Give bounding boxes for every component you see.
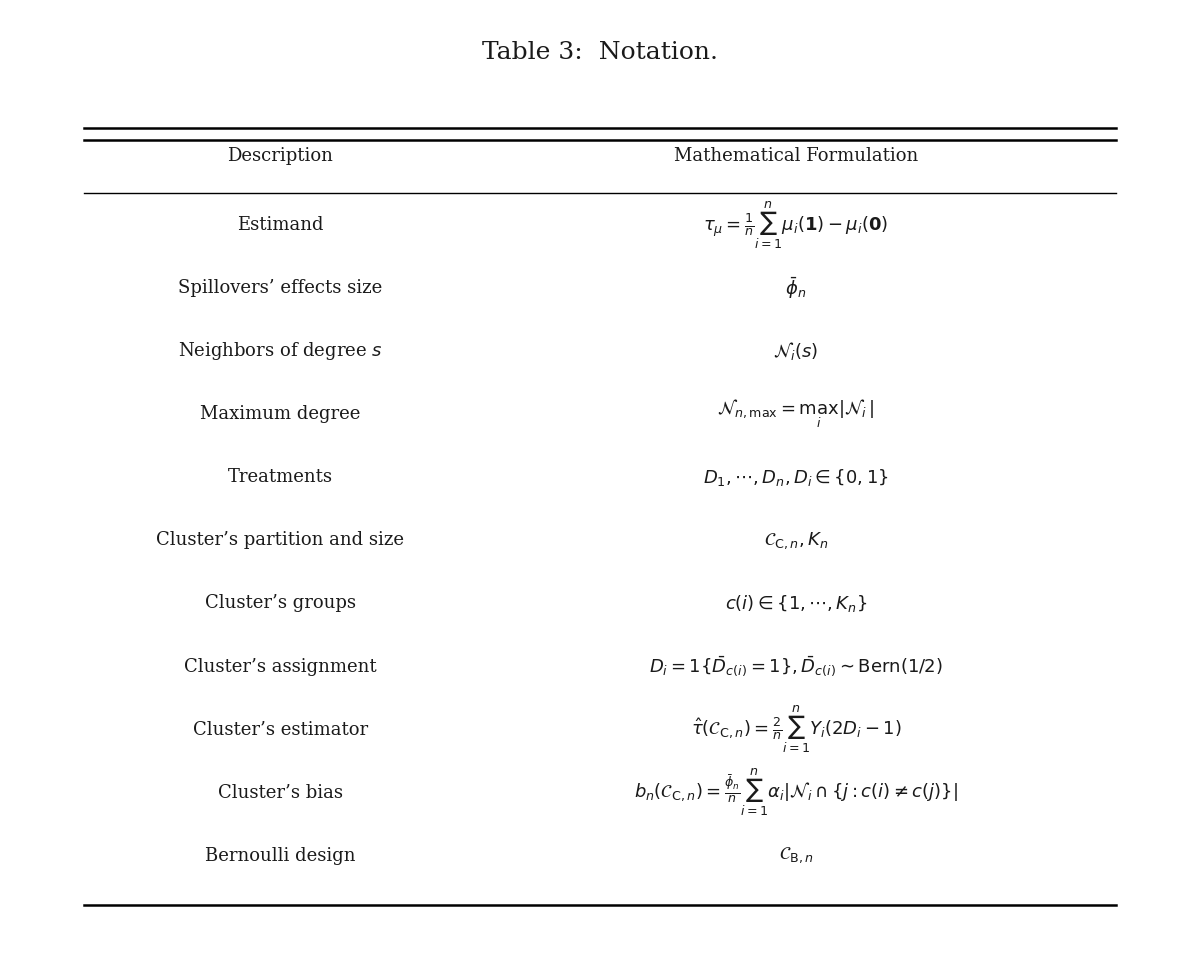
- Text: Neighbors of degree $s$: Neighbors of degree $s$: [178, 340, 383, 362]
- Text: $\mathcal{C}_{\mathrm{B},n}$: $\mathcal{C}_{\mathrm{B},n}$: [779, 845, 814, 864]
- Text: $c(i) \in \{1, \cdots, K_n\}$: $c(i) \in \{1, \cdots, K_n\}$: [725, 593, 868, 614]
- Text: $\hat{\tau}(\mathcal{C}_{\mathrm{C},n}) = \frac{2}{n}\sum_{i=1}^{n} Y_i(2D_i - 1: $\hat{\tau}(\mathcal{C}_{\mathrm{C},n}) …: [691, 703, 901, 755]
- Text: Cluster’s bias: Cluster’s bias: [217, 782, 342, 801]
- Text: $b_n(\mathcal{C}_{\mathrm{C},n}) = \frac{\bar{\phi}_n}{n}\sum_{i=1}^{n} \alpha_i: $b_n(\mathcal{C}_{\mathrm{C},n}) = \frac…: [634, 766, 958, 818]
- Text: $D_1, \cdots, D_n, D_i \in \{0,1\}$: $D_1, \cdots, D_n, D_i \in \{0,1\}$: [703, 466, 889, 487]
- Text: Cluster’s groups: Cluster’s groups: [204, 594, 355, 612]
- Text: $\bar{\phi}_n$: $\bar{\phi}_n$: [786, 275, 806, 301]
- Text: Bernoulli design: Bernoulli design: [205, 846, 355, 863]
- Text: $\mathcal{N}_{n,\mathrm{max}} = \max_i |\mathcal{N}_i|$: $\mathcal{N}_{n,\mathrm{max}} = \max_i |…: [718, 397, 875, 430]
- Text: Treatments: Treatments: [228, 468, 332, 486]
- Text: Estimand: Estimand: [236, 216, 323, 233]
- Text: Spillovers’ effects size: Spillovers’ effects size: [178, 279, 383, 297]
- Text: Description: Description: [227, 147, 334, 164]
- Text: Table 3:  Notation.: Table 3: Notation.: [482, 41, 718, 64]
- Text: Maximum degree: Maximum degree: [200, 405, 360, 423]
- Text: Mathematical Formulation: Mathematical Formulation: [674, 147, 918, 164]
- Text: $\tau_{\mu} = \frac{1}{n}\sum_{i=1}^{n} \mu_i(\mathbf{1}) - \mu_i(\mathbf{0})$: $\tau_{\mu} = \frac{1}{n}\sum_{i=1}^{n} …: [703, 199, 889, 251]
- Text: $\mathcal{N}_i(s)$: $\mathcal{N}_i(s)$: [774, 340, 818, 362]
- Text: $\mathcal{C}_{\mathrm{C},n}, K_n$: $\mathcal{C}_{\mathrm{C},n}, K_n$: [764, 530, 828, 550]
- Text: Cluster’s assignment: Cluster’s assignment: [184, 657, 377, 675]
- Text: $D_i = 1\{\bar{D}_{c(i)} = 1\}, \bar{D}_{c(i)} \sim \mathrm{Bern}(1/2)$: $D_i = 1\{\bar{D}_{c(i)} = 1\}, \bar{D}_…: [649, 654, 943, 678]
- Text: Cluster’s partition and size: Cluster’s partition and size: [156, 531, 404, 549]
- Text: Cluster’s estimator: Cluster’s estimator: [192, 720, 367, 738]
